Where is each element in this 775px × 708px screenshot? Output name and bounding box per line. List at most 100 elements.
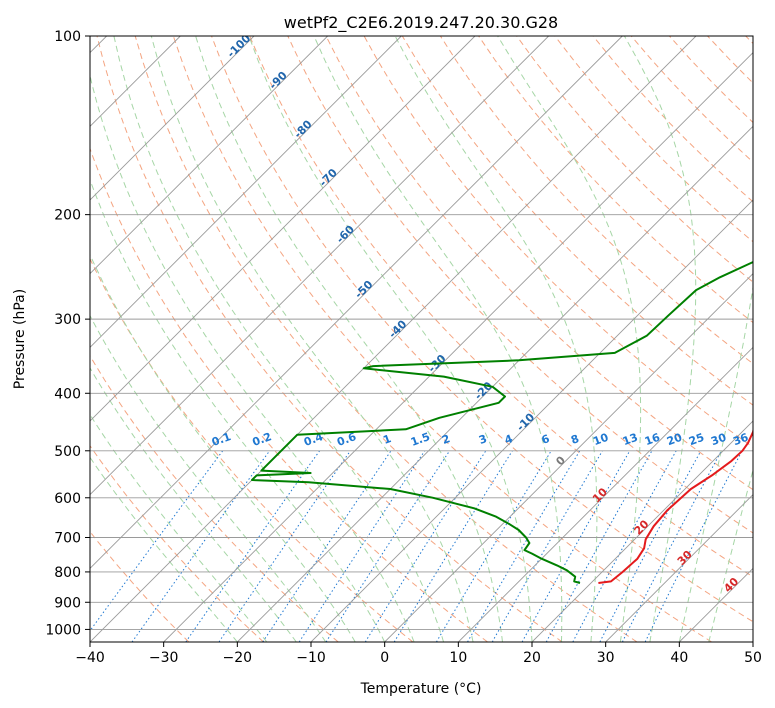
x-tick-label: 50: [744, 650, 762, 666]
x-tick-label: −40: [75, 650, 105, 666]
isotherm-line: [458, 346, 753, 642]
y-tick-label: 600: [54, 491, 81, 507]
moist-adiabat: [90, 253, 356, 642]
mixing-ratio-line: [298, 450, 426, 642]
x-tick-label: −10: [296, 650, 326, 666]
isotherms: [90, 36, 753, 642]
y-axis-ticks: 100 200 300 400 500 600 700 800 900 1000: [45, 29, 90, 638]
moist-adiabat: [90, 73, 415, 642]
mixing-ratio-line: [545, 450, 653, 642]
mixing-ratio-label: 36: [731, 431, 750, 449]
y-tick-label: 900: [54, 595, 81, 611]
y-tick-label: 400: [54, 386, 81, 402]
mixing-ratio-label: 0.2: [251, 430, 274, 449]
mixing-ratio-label: 16: [643, 431, 662, 449]
mixing-ratio-label: 6: [540, 432, 552, 447]
moist-adiabat: [313, 36, 563, 642]
moist-adiabat: [150, 36, 474, 642]
mixing-ratio-line: [262, 450, 392, 642]
dry-adiabat: [249, 36, 753, 578]
moist-adiabats: [90, 36, 753, 642]
x-tick-label: 20: [523, 650, 541, 666]
isotherm-line: [90, 36, 255, 201]
mixing-ratio-label: 2: [440, 432, 452, 447]
moist-adiabat: [678, 284, 753, 642]
plot-area: -100-90-80-70-60-50-40-30-20-10010203040…: [90, 36, 753, 642]
mixing-ratio-line: [364, 450, 487, 642]
x-tick-label: 0: [380, 650, 389, 666]
x-tick-label: 30: [597, 650, 615, 666]
moist-adiabat: [90, 367, 297, 642]
isotherm-line: [163, 52, 753, 642]
dry-adiabat: [134, 36, 638, 642]
moist-adiabat: [90, 413, 268, 642]
mixing-ratio-line: [185, 450, 321, 642]
isotherm-line: [384, 273, 753, 642]
isotherm-line: [90, 36, 476, 422]
mixing-ratio-labels: 0.1 0.2 0.4 0.6 1 1.5 2 3 4 6 8 10 13 16 20 25 30 36: [210, 430, 750, 449]
dry-adiabat: [516, 36, 753, 283]
y-tick-label: 700: [54, 531, 81, 547]
moist-adiabat: [90, 456, 238, 642]
moist-adiabat: [623, 36, 697, 642]
x-axis-label: Temperature (°C): [360, 681, 482, 697]
dry-adiabat: [90, 257, 414, 642]
mixing-ratio-line: [572, 450, 677, 642]
y-axis-label: Pressure (hPa): [12, 289, 28, 389]
moist-adiabat: [90, 178, 386, 642]
mixing-ratio-line: [435, 450, 552, 642]
mixing-ratio-line: [521, 450, 631, 642]
mixing-ratio-line: [218, 450, 351, 642]
isotherm-line: [310, 199, 753, 642]
dry-adiabat: [90, 354, 339, 642]
moist-adiabat: [195, 36, 503, 642]
isotherm-line: [605, 494, 753, 642]
mixing-ratio-label: 3: [477, 432, 489, 447]
mixing-ratio-label: 13: [621, 431, 640, 448]
temperature-line: [598, 427, 753, 584]
mixing-ratio-label: 1: [381, 432, 393, 447]
mixing-ratio-lines: [90, 450, 743, 642]
moist-adiabat: [497, 36, 642, 642]
isotherm-line: [90, 36, 697, 642]
x-tick-label: −20: [223, 650, 253, 666]
pressure-gridlines: [90, 36, 753, 630]
y-tick-label: 300: [54, 312, 81, 328]
chart-title: wetPf2_C2E6.2019.247.20.30.G28: [284, 13, 558, 33]
dry-adiabat: [211, 36, 753, 623]
y-tick-label: 800: [54, 565, 81, 581]
mixing-ratio-label: 30: [709, 431, 728, 449]
mixing-ratio-line: [599, 450, 702, 642]
plot-frame: [89, 35, 754, 643]
mixing-ratio-line: [131, 450, 271, 642]
sounding-series: [251, 260, 753, 584]
isotherm-line: [90, 36, 623, 569]
mixing-ratio-line: [325, 450, 451, 642]
isotherm-line: [90, 36, 328, 275]
isotherm-line: [237, 125, 753, 642]
mixing-ratio-line: [90, 450, 224, 632]
moist-adiabat: [90, 314, 327, 642]
isotherm-line: [90, 36, 402, 348]
y-tick-label: 100: [54, 29, 81, 45]
dewpoint-line: [251, 260, 753, 584]
mixing-ratio-label: 0.6: [335, 430, 358, 449]
isotherm-line: [90, 36, 549, 496]
mixing-ratio-label: 1.5: [409, 430, 432, 449]
x-tick-label: 10: [449, 650, 467, 666]
dry-adiabats: [90, 36, 753, 642]
mixing-ratio-label: 10: [591, 431, 610, 449]
x-axis-ticks: −40 −30 −20 −10 0 10 20 30 40 50: [75, 642, 762, 666]
mixing-ratio-line: [644, 450, 743, 642]
mixing-ratio-label: 0.1: [210, 430, 233, 449]
mixing-ratio-label: 25: [687, 431, 706, 448]
moist-adiabat: [394, 36, 598, 642]
dry-adiabat: [172, 36, 712, 642]
moist-adiabat: [248, 36, 533, 642]
isotherm-line: [531, 420, 753, 642]
dry-adiabat: [96, 36, 563, 642]
y-tick-label: 200: [54, 208, 81, 224]
mixing-ratio-label: 8: [569, 432, 581, 447]
